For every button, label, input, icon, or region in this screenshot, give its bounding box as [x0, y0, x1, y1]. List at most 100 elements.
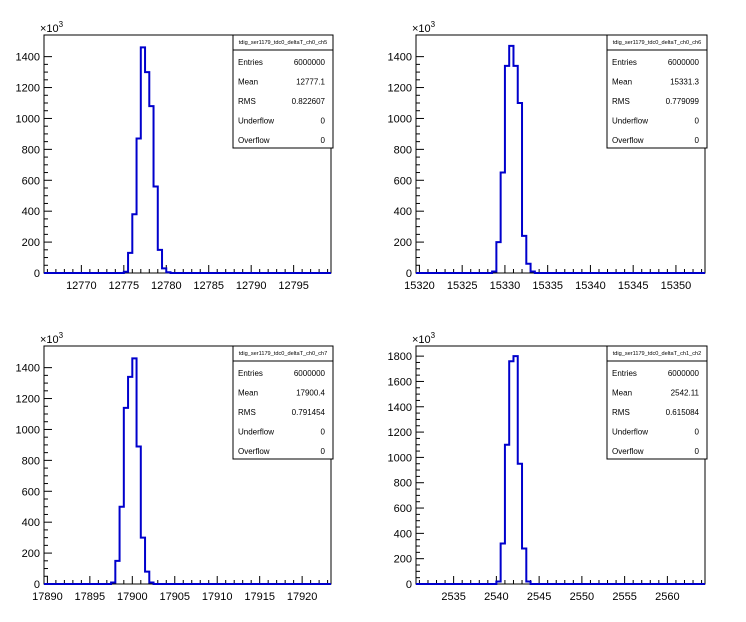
y-tick-label: 1400 [16, 52, 40, 64]
y-tick-label: 800 [394, 478, 412, 490]
y-tick-label: 1400 [388, 402, 412, 414]
y-multiplier-exponent: 3 [431, 331, 436, 340]
y-multiplier-exponent: 3 [59, 20, 64, 29]
x-tick-label: 17890 [32, 591, 63, 603]
x-tick-label: 2555 [612, 591, 636, 603]
x-tick-label: 17910 [202, 591, 233, 603]
histogram-pad-2: 0 200 400 600 800 1000 1200 1400 15320 15325 15330… [388, 20, 708, 292]
x-tick-label: 2560 [655, 591, 679, 603]
y-tick-label: 400 [394, 206, 412, 218]
stats-value: 0 [321, 447, 326, 456]
y-tick-label: 1000 [16, 424, 40, 436]
y-tick-label: 0 [406, 268, 412, 280]
stats-value: 0 [321, 136, 326, 145]
stats-value: 12777.1 [296, 78, 325, 87]
x-tick-label: 15320 [404, 280, 435, 292]
y-tick-label: 600 [394, 503, 412, 515]
stats-label: Entries [612, 58, 637, 67]
x-tick-label: 12795 [278, 280, 309, 292]
histogram-title: tdig_ser1179_tdc0_deltaT_ch0_ch5 [239, 40, 328, 46]
y-tick-label: 800 [394, 144, 412, 156]
stats-label: Overflow [612, 136, 644, 145]
y-tick-label: 1000 [388, 113, 412, 125]
y-multiplier-base: ×10 [412, 23, 431, 35]
stats-box-frame [232, 34, 334, 149]
stats-value: 0 [321, 428, 326, 437]
y-tick-label: 1200 [388, 427, 412, 439]
stats-value: 0 [695, 447, 700, 456]
y-tick-label: 800 [22, 144, 40, 156]
y-tick-label: 1800 [388, 351, 412, 363]
y-multiplier-exponent: 3 [59, 331, 64, 340]
x-tick-label: 12790 [236, 280, 267, 292]
stats-box: tdig_ser1179_tdc0_deltaT_ch0_ch6 Entries 6… [606, 34, 708, 149]
stats-value: 0 [321, 117, 326, 126]
histogram-pad-3: 0 200 400 600 800 1000 1200 1400 17890 17895 17900… [16, 331, 334, 603]
stats-value: 0.791454 [292, 408, 326, 417]
y-tick-label: 400 [22, 517, 40, 529]
x-tick-label: 2540 [484, 591, 508, 603]
histogram-title: tdig_ser1179_tdc0_deltaT_ch0_ch6 [613, 40, 702, 46]
histogram-pad-1: 0 200 400 600 800 1000 1200 1400 12770 12775 12780… [16, 20, 334, 292]
y-tick-label: 0 [34, 579, 40, 591]
x-tick-label: 17895 [75, 591, 106, 603]
stats-label: Overflow [238, 447, 270, 456]
stats-label: RMS [612, 408, 630, 417]
stats-value: 0 [695, 428, 700, 437]
stats-value: 2542.11 [671, 389, 700, 398]
y-multiplier: ×103 [40, 20, 64, 35]
y-tick-label: 1200 [16, 394, 40, 406]
y-tick-label: 0 [34, 268, 40, 280]
y-tick-label: 200 [22, 548, 40, 560]
stats-label: RMS [238, 408, 256, 417]
x-tick-label: 17915 [244, 591, 275, 603]
x-tick-label: 2535 [441, 591, 465, 603]
stats-label: Underflow [238, 117, 274, 126]
y-multiplier: ×103 [412, 20, 436, 35]
x-tick-label: 2545 [527, 591, 551, 603]
y-multiplier-base: ×10 [40, 23, 59, 35]
x-tick-label: 12775 [109, 280, 140, 292]
histogram-line [416, 44, 705, 274]
x-tick-label: 15335 [532, 280, 563, 292]
stats-label: Underflow [612, 428, 648, 437]
y-tick-label: 1200 [388, 83, 412, 95]
stats-value: 6000000 [668, 58, 700, 67]
stats-label: Underflow [238, 428, 274, 437]
stats-value: 6000000 [294, 369, 326, 378]
histogram-line [44, 357, 331, 585]
stats-box: tdig_ser1179_tdc0_deltaT_ch1_ch2 Entries 6… [606, 345, 708, 460]
histogram-pad-4: 0 200 400 600 800 1000 1200 1400 1600 1800 2535 254… [388, 331, 708, 603]
stats-value: 17900.4 [296, 389, 325, 398]
y-tick-label: 1200 [16, 83, 40, 95]
stats-label: Overflow [612, 447, 644, 456]
histogram-title: tdig_ser1179_tdc0_deltaT_ch0_ch7 [239, 351, 328, 357]
stats-value: 15331.3 [670, 78, 699, 87]
stats-label: RMS [612, 97, 630, 106]
y-tick-label: 400 [394, 528, 412, 540]
x-tick-label: 17900 [117, 591, 148, 603]
stats-value: 0.615084 [666, 408, 700, 417]
y-multiplier-exponent: 3 [431, 20, 436, 29]
y-multiplier: ×103 [412, 331, 436, 346]
y-multiplier-base: ×10 [40, 334, 59, 346]
stats-label: Mean [238, 389, 258, 398]
stats-label: Entries [612, 369, 637, 378]
x-tick-label: 12785 [193, 280, 224, 292]
y-tick-label: 200 [22, 237, 40, 249]
stats-label: Mean [612, 389, 632, 398]
x-tick-label: 15330 [490, 280, 521, 292]
histogram-line [416, 355, 705, 585]
histogram-title: tdig_ser1179_tdc0_deltaT_ch1_ch2 [613, 351, 702, 357]
y-multiplier-base: ×10 [412, 334, 431, 346]
stats-value: 6000000 [668, 369, 700, 378]
stats-value: 0.822607 [292, 97, 326, 106]
y-tick-label: 200 [394, 237, 412, 249]
y-tick-label: 600 [22, 486, 40, 498]
stats-box-frame [606, 34, 708, 149]
stats-box: tdig_ser1179_tdc0_deltaT_ch0_ch5 Entries 6… [232, 34, 334, 149]
y-tick-label: 1000 [16, 113, 40, 125]
y-tick-label: 1400 [388, 52, 412, 64]
y-tick-label: 0 [406, 579, 412, 591]
